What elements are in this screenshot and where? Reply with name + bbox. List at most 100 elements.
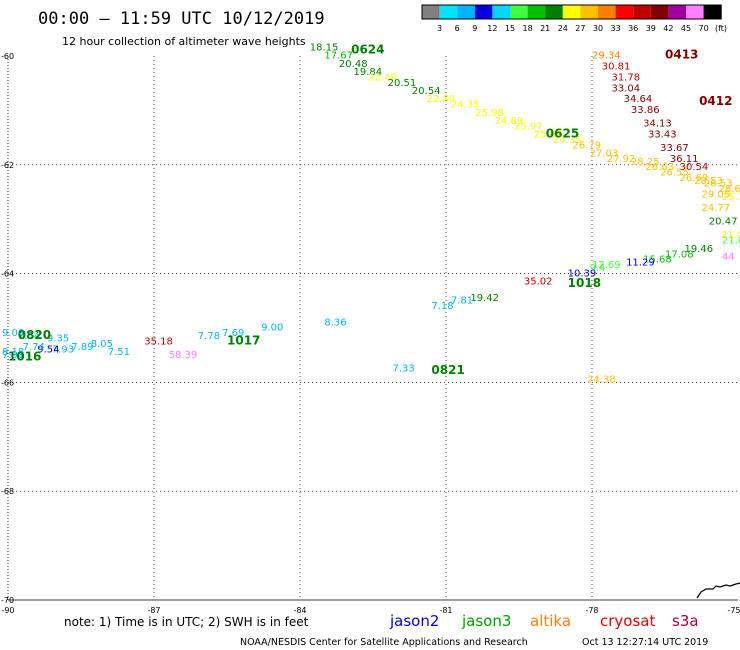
map-axes: -90 -87 -84 -81 -78 -75 -60 -62 -64 -66 -68 -70: [1, 52, 740, 615]
wave-height-label: 33.86: [631, 105, 660, 116]
colorbar-legend: 3 6 9 12 15 18 21 24 27 30 33 36 39 42 45 70: [421, 4, 722, 33]
wave-height-label: 35.02: [524, 276, 553, 287]
colorbar-swatch: [633, 5, 651, 19]
wave-height-label: 25.98: [475, 108, 504, 119]
wave-height-label: 33.67: [660, 143, 689, 154]
wave-height-label: 7.69: [222, 328, 244, 339]
colorbar-swatch: [703, 5, 722, 19]
wave-height-label: 24.77: [702, 203, 731, 214]
wave-height-label: 9.00: [2, 328, 24, 339]
wave-height-label: 19.46: [684, 244, 713, 255]
lon-tick-label: -87: [147, 606, 160, 615]
lat-lon-grid: [8, 56, 738, 600]
colorbar-tick-label: 39: [646, 24, 656, 33]
footer-note: note: 1) Time is in UTC; 2) SWH is in fe…: [64, 615, 309, 629]
wave-height-label: 17.08: [665, 249, 694, 260]
wave-height-label: 8.18: [2, 347, 24, 358]
wave-height-label: 19.42: [470, 293, 499, 304]
colorbar-tick-label: 9: [472, 24, 477, 33]
colorbar-swatch: [598, 5, 616, 19]
wave-height-label: 35.18: [144, 336, 173, 347]
wave-height-label: 28.25: [631, 157, 660, 168]
lat-tick-label: -64: [1, 270, 14, 279]
wave-height-label: 21.09: [721, 230, 740, 241]
colorbar-swatch: [650, 5, 669, 19]
colorbar-swatch: [615, 5, 634, 19]
wave-height-label: 26.55: [660, 168, 689, 179]
wave-height-label: 22.80: [427, 94, 456, 105]
wave-height-label: 26.69: [680, 173, 709, 184]
wave-height-label: 25.97: [514, 121, 543, 132]
pass-time-label: 0625: [546, 127, 579, 141]
lon-tick-label: -78: [585, 606, 598, 615]
lon-tick-label: -75: [727, 606, 740, 615]
colorbar-tick-label: 36: [628, 24, 638, 33]
pass-time-label: 0412: [699, 94, 732, 108]
wave-height-label: 20.54: [412, 86, 441, 97]
colorbar-unit: (ft): [715, 24, 727, 33]
generated-time: Oct 13 12:27:14 UTC 2019: [582, 637, 708, 648]
colorbar-tick-label: 12: [487, 24, 497, 33]
colorbar-swatch: [457, 5, 475, 19]
pass-time-label: 0413: [665, 48, 698, 62]
wave-height-label: 12.69: [592, 260, 621, 271]
wave-height-label: 8.36: [324, 317, 346, 328]
wave-height-label: 26.79: [573, 140, 602, 151]
wave-height-label: 9.35: [47, 334, 69, 345]
lat-tick-label: -70: [1, 596, 14, 605]
satellite-legend: jason2 jason3 altika cryosat s3a: [389, 612, 699, 630]
wave-height-label: 20.51: [388, 78, 417, 89]
wave-height-label: 15.68: [643, 255, 672, 266]
wave-height-label: 21.05: [722, 236, 740, 247]
colorbar-swatch: [439, 5, 458, 19]
wave-height-label: 24.35: [451, 100, 480, 111]
colorbar-swatch: [580, 5, 598, 19]
wave-height-label: 28.53: [694, 176, 723, 187]
lat-tick-label: -62: [1, 161, 14, 170]
wave-height-label: 10.39: [568, 268, 597, 279]
wave-height-label: 22.48: [368, 72, 397, 83]
colorbar-tick-label: 18: [523, 24, 533, 33]
colorbar-swatch: [474, 5, 493, 19]
satellite-legend-jason2: jason2: [389, 612, 439, 630]
wave-height-label: 11.29: [626, 257, 655, 268]
pass-time-label: 0820: [18, 328, 51, 342]
credit-text: NOAA/NESDIS Center for Satellite Applica…: [240, 637, 528, 648]
colorbar-tick-label: 27: [575, 24, 585, 33]
wave-height-label: 7.74: [23, 342, 45, 353]
wave-height-label: 24.35: [553, 135, 582, 146]
wave-height-label: 26.53: [704, 179, 733, 190]
map-subtitle: 12 hour collection of altimeter wave hei…: [62, 35, 306, 48]
wave-height-label: 30.81: [602, 62, 631, 73]
wave-height-label: 9.54: [37, 344, 59, 355]
colorbar-swatch: [492, 5, 510, 19]
pass-time-label: 1016: [8, 350, 41, 364]
lat-tick-label: -60: [1, 52, 14, 61]
colorbar-tick-label: 70: [699, 24, 709, 33]
pass-time-label: 1018: [568, 276, 601, 290]
colorbar-swatch: [686, 5, 704, 19]
colorbar-tick-label: 3: [437, 24, 442, 33]
wave-height-label: 24.89: [495, 116, 524, 127]
wave-height-label: 20.48: [339, 59, 368, 70]
lat-tick-label: -68: [1, 487, 14, 496]
wave-height-label: 28.60: [719, 184, 740, 195]
wave-height-label: 7.51: [108, 347, 130, 358]
colorbar-swatch: [562, 5, 581, 19]
pass-time-label: 0821: [431, 363, 464, 377]
colorbar-swatch: [510, 5, 528, 19]
wave-height-label: 31.78: [611, 72, 640, 83]
colorbar-tick-label: 42: [663, 24, 673, 33]
coastline: [696, 582, 740, 599]
wave-height-label: 7.93: [52, 344, 74, 355]
wave-height-label: 29.05: [702, 189, 731, 200]
colorbar-swatch: [668, 5, 686, 19]
wave-height-label: 24.38: [587, 374, 616, 385]
colorbar-swatch: [527, 5, 546, 19]
wave-height-label: 19.84: [354, 67, 383, 78]
coastline-path: [696, 582, 740, 599]
map-title: 00:00 – 11:59 UTC 10/12/2019: [38, 9, 325, 29]
lon-tick-label: -81: [439, 606, 452, 615]
wave-height-label: 34.13: [643, 119, 672, 130]
